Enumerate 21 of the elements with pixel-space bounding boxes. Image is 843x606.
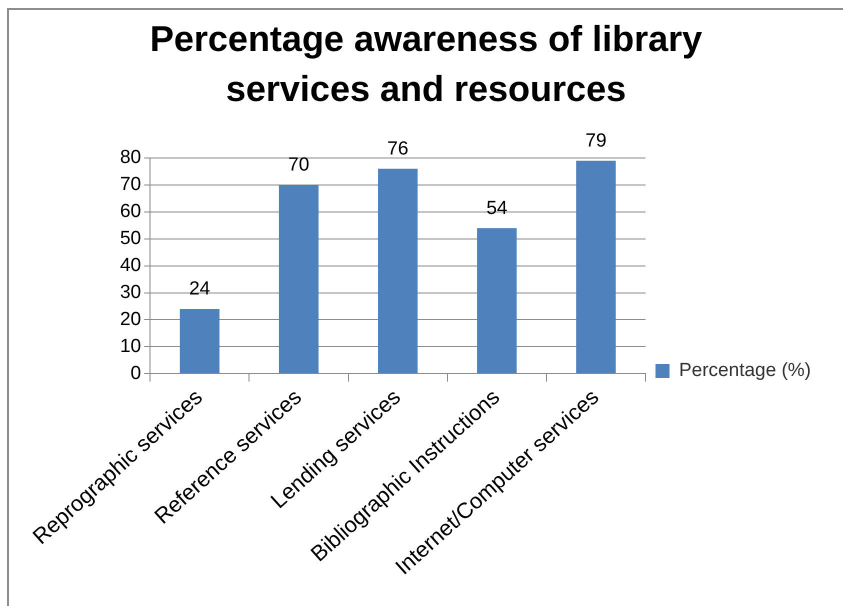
- y-tick-label: 40: [120, 255, 142, 276]
- data-label: 76: [387, 138, 408, 160]
- y-tick-label: 70: [120, 174, 142, 196]
- bar: [576, 160, 616, 374]
- y-tick-label: 60: [120, 201, 142, 222]
- data-label: 54: [486, 198, 508, 219]
- legend-label: Percentage (%): [678, 360, 812, 382]
- bar: [278, 184, 319, 374]
- bar: [378, 168, 418, 374]
- y-tick-label: 80: [120, 147, 142, 168]
- y-tick-label: 30: [120, 282, 142, 304]
- y-tick-label: 0: [130, 362, 142, 384]
- bar: [180, 308, 220, 374]
- data-label: 24: [189, 278, 211, 300]
- y-tick-label: 10: [120, 336, 142, 357]
- bar: [477, 228, 517, 374]
- chart-title: Percentage awareness of library services and resources: [148, 17, 704, 111]
- data-label: 79: [585, 130, 607, 152]
- y-tick-label: 50: [120, 228, 142, 250]
- y-tick-label: 20: [120, 308, 142, 330]
- data-label: 70: [288, 154, 310, 176]
